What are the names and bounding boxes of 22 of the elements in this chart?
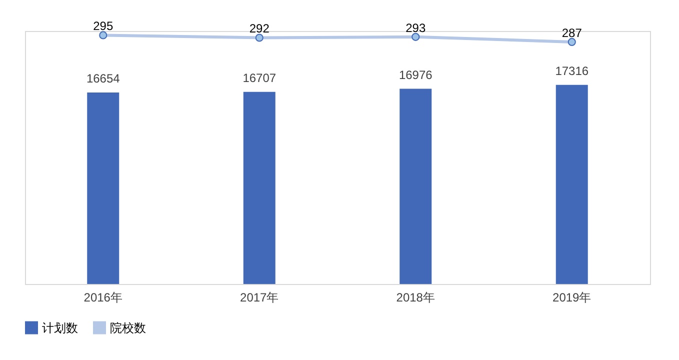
bar — [556, 84, 588, 284]
x-tick-label: 2017年 — [240, 290, 279, 304]
data-label: 16654 — [86, 71, 120, 86]
data-label: 295 — [93, 19, 114, 34]
point — [99, 31, 108, 40]
point — [412, 32, 420, 41]
bar — [243, 92, 276, 284]
x-tick-label: 2016年 — [84, 290, 122, 304]
data-label: 293 — [406, 20, 426, 35]
data-label: 16976 — [398, 68, 433, 82]
legend-label: 计划数 — [42, 320, 78, 335]
data-label: 16707 — [242, 70, 276, 85]
data-label: 292 — [249, 22, 270, 36]
legend-label: 院校数 — [110, 320, 146, 335]
point — [568, 38, 576, 46]
x-tick-label: 2018年 — [396, 290, 435, 304]
x-tick-label: 2019年 — [552, 290, 592, 304]
data-label: 17316 — [555, 64, 589, 78]
point — [255, 34, 264, 42]
data-label: 287 — [562, 26, 582, 40]
bar — [87, 92, 120, 284]
bar — [400, 88, 432, 284]
